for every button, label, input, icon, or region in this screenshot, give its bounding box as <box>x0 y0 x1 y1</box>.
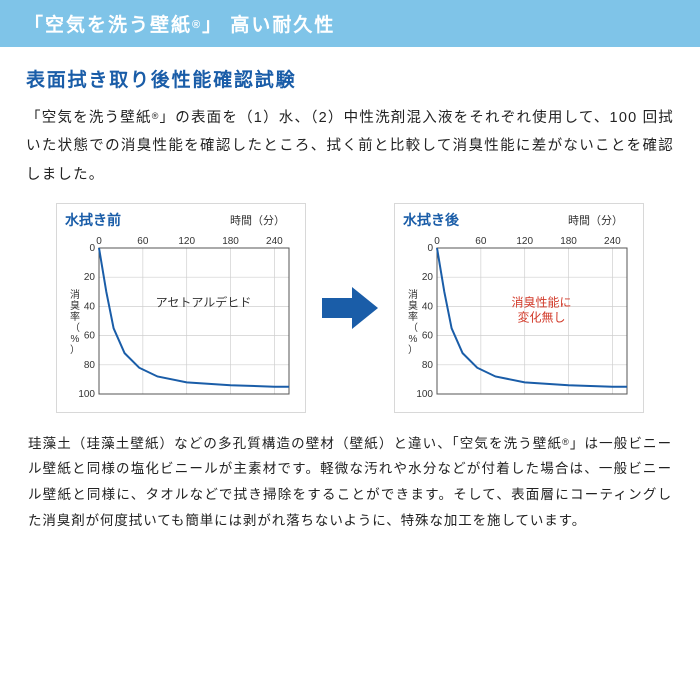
charts-row: 水拭き前 時間（分） 020406080100060120180240消臭率（%… <box>26 203 674 413</box>
svg-text:20: 20 <box>422 272 434 283</box>
svg-text:消: 消 <box>70 288 80 301</box>
svg-text:80: 80 <box>422 360 434 371</box>
svg-text:60: 60 <box>475 236 487 247</box>
chart-after-xlabel: 時間（分） <box>568 212 623 228</box>
header-prefix: 「空気を洗う壁紙 <box>24 15 192 36</box>
header-suffix: 」 高い耐久性 <box>202 15 335 36</box>
registered-mark: ® <box>152 111 160 121</box>
svg-text:40: 40 <box>422 301 434 312</box>
svg-text:変化無し: 変化無し <box>517 309 565 324</box>
chart-after: 水拭き後 時間（分） 020406080100060120180240消臭率（%… <box>394 203 644 413</box>
svg-text:100: 100 <box>416 389 433 400</box>
svg-text:120: 120 <box>178 236 195 247</box>
registered-mark: ® <box>562 437 570 447</box>
svg-text:0: 0 <box>96 236 102 247</box>
svg-text:60: 60 <box>137 236 149 247</box>
svg-text:率: 率 <box>408 310 418 323</box>
chart-after-plot: 0 20 40 60 80 100 0 60 120 180 240 消臭率（%） 消臭性能に変化無し <box>403 232 633 400</box>
svg-text:（: （ <box>408 322 418 334</box>
svg-text:）: ） <box>408 344 418 356</box>
svg-text:120: 120 <box>516 236 533 247</box>
svg-text:臭: 臭 <box>408 299 418 312</box>
svg-text:%: % <box>71 334 80 345</box>
chart-before-xlabel: 時間（分） <box>230 212 285 228</box>
registered-mark: ® <box>192 19 202 31</box>
svg-text:0: 0 <box>89 243 95 254</box>
svg-text:0: 0 <box>427 243 433 254</box>
svg-text:100: 100 <box>78 389 95 400</box>
svg-text:180: 180 <box>222 236 239 247</box>
svg-text:240: 240 <box>604 236 621 247</box>
footer-a: 珪藻土（珪藻土壁紙）などの多孔質構造の壁材（壁紙）と違い、「空気を洗う壁紙 <box>28 436 562 451</box>
svg-text:0: 0 <box>434 236 440 247</box>
header-banner: 「空気を洗う壁紙®」 高い耐久性 <box>0 0 700 47</box>
svg-text:240: 240 <box>266 236 283 247</box>
arrow-icon <box>322 285 378 331</box>
svg-text:180: 180 <box>560 236 577 247</box>
intro-paragraph: 「空気を洗う壁紙®」の表面を（1）水、（2）中性洗剤混入液をそれぞれ使用して、1… <box>26 104 674 189</box>
svg-text:40: 40 <box>84 301 96 312</box>
svg-text:60: 60 <box>84 330 96 341</box>
svg-text:80: 80 <box>84 360 96 371</box>
chart-before: 水拭き前 時間（分） 020406080100060120180240消臭率（%… <box>56 203 306 413</box>
section-title: 表面拭き取り後性能確認試験 <box>26 65 674 92</box>
svg-text:（: （ <box>70 322 80 334</box>
svg-text:%: % <box>409 334 418 345</box>
svg-text:）: ） <box>70 344 80 356</box>
content-area: 表面拭き取り後性能確認試験 「空気を洗う壁紙®」の表面を（1）水、（2）中性洗剤… <box>0 47 700 533</box>
svg-text:消: 消 <box>408 288 418 301</box>
svg-text:臭: 臭 <box>70 299 80 312</box>
footer-paragraph: 珪藻土（珪藻土壁紙）などの多孔質構造の壁材（壁紙）と違い、「空気を洗う壁紙®」は… <box>26 431 674 534</box>
chart-before-plot: 0 20 40 60 80 100 0 60 120 180 240 消臭率（%） アセトアルデヒド <box>65 232 295 400</box>
svg-text:消臭性能に: 消臭性能に <box>511 294 571 309</box>
svg-text:60: 60 <box>422 330 434 341</box>
svg-text:20: 20 <box>84 272 96 283</box>
intro-a: 「空気を洗う壁紙 <box>26 110 152 126</box>
svg-text:率: 率 <box>70 310 80 323</box>
svg-text:アセトアルデヒド: アセトアルデヒド <box>156 294 252 309</box>
